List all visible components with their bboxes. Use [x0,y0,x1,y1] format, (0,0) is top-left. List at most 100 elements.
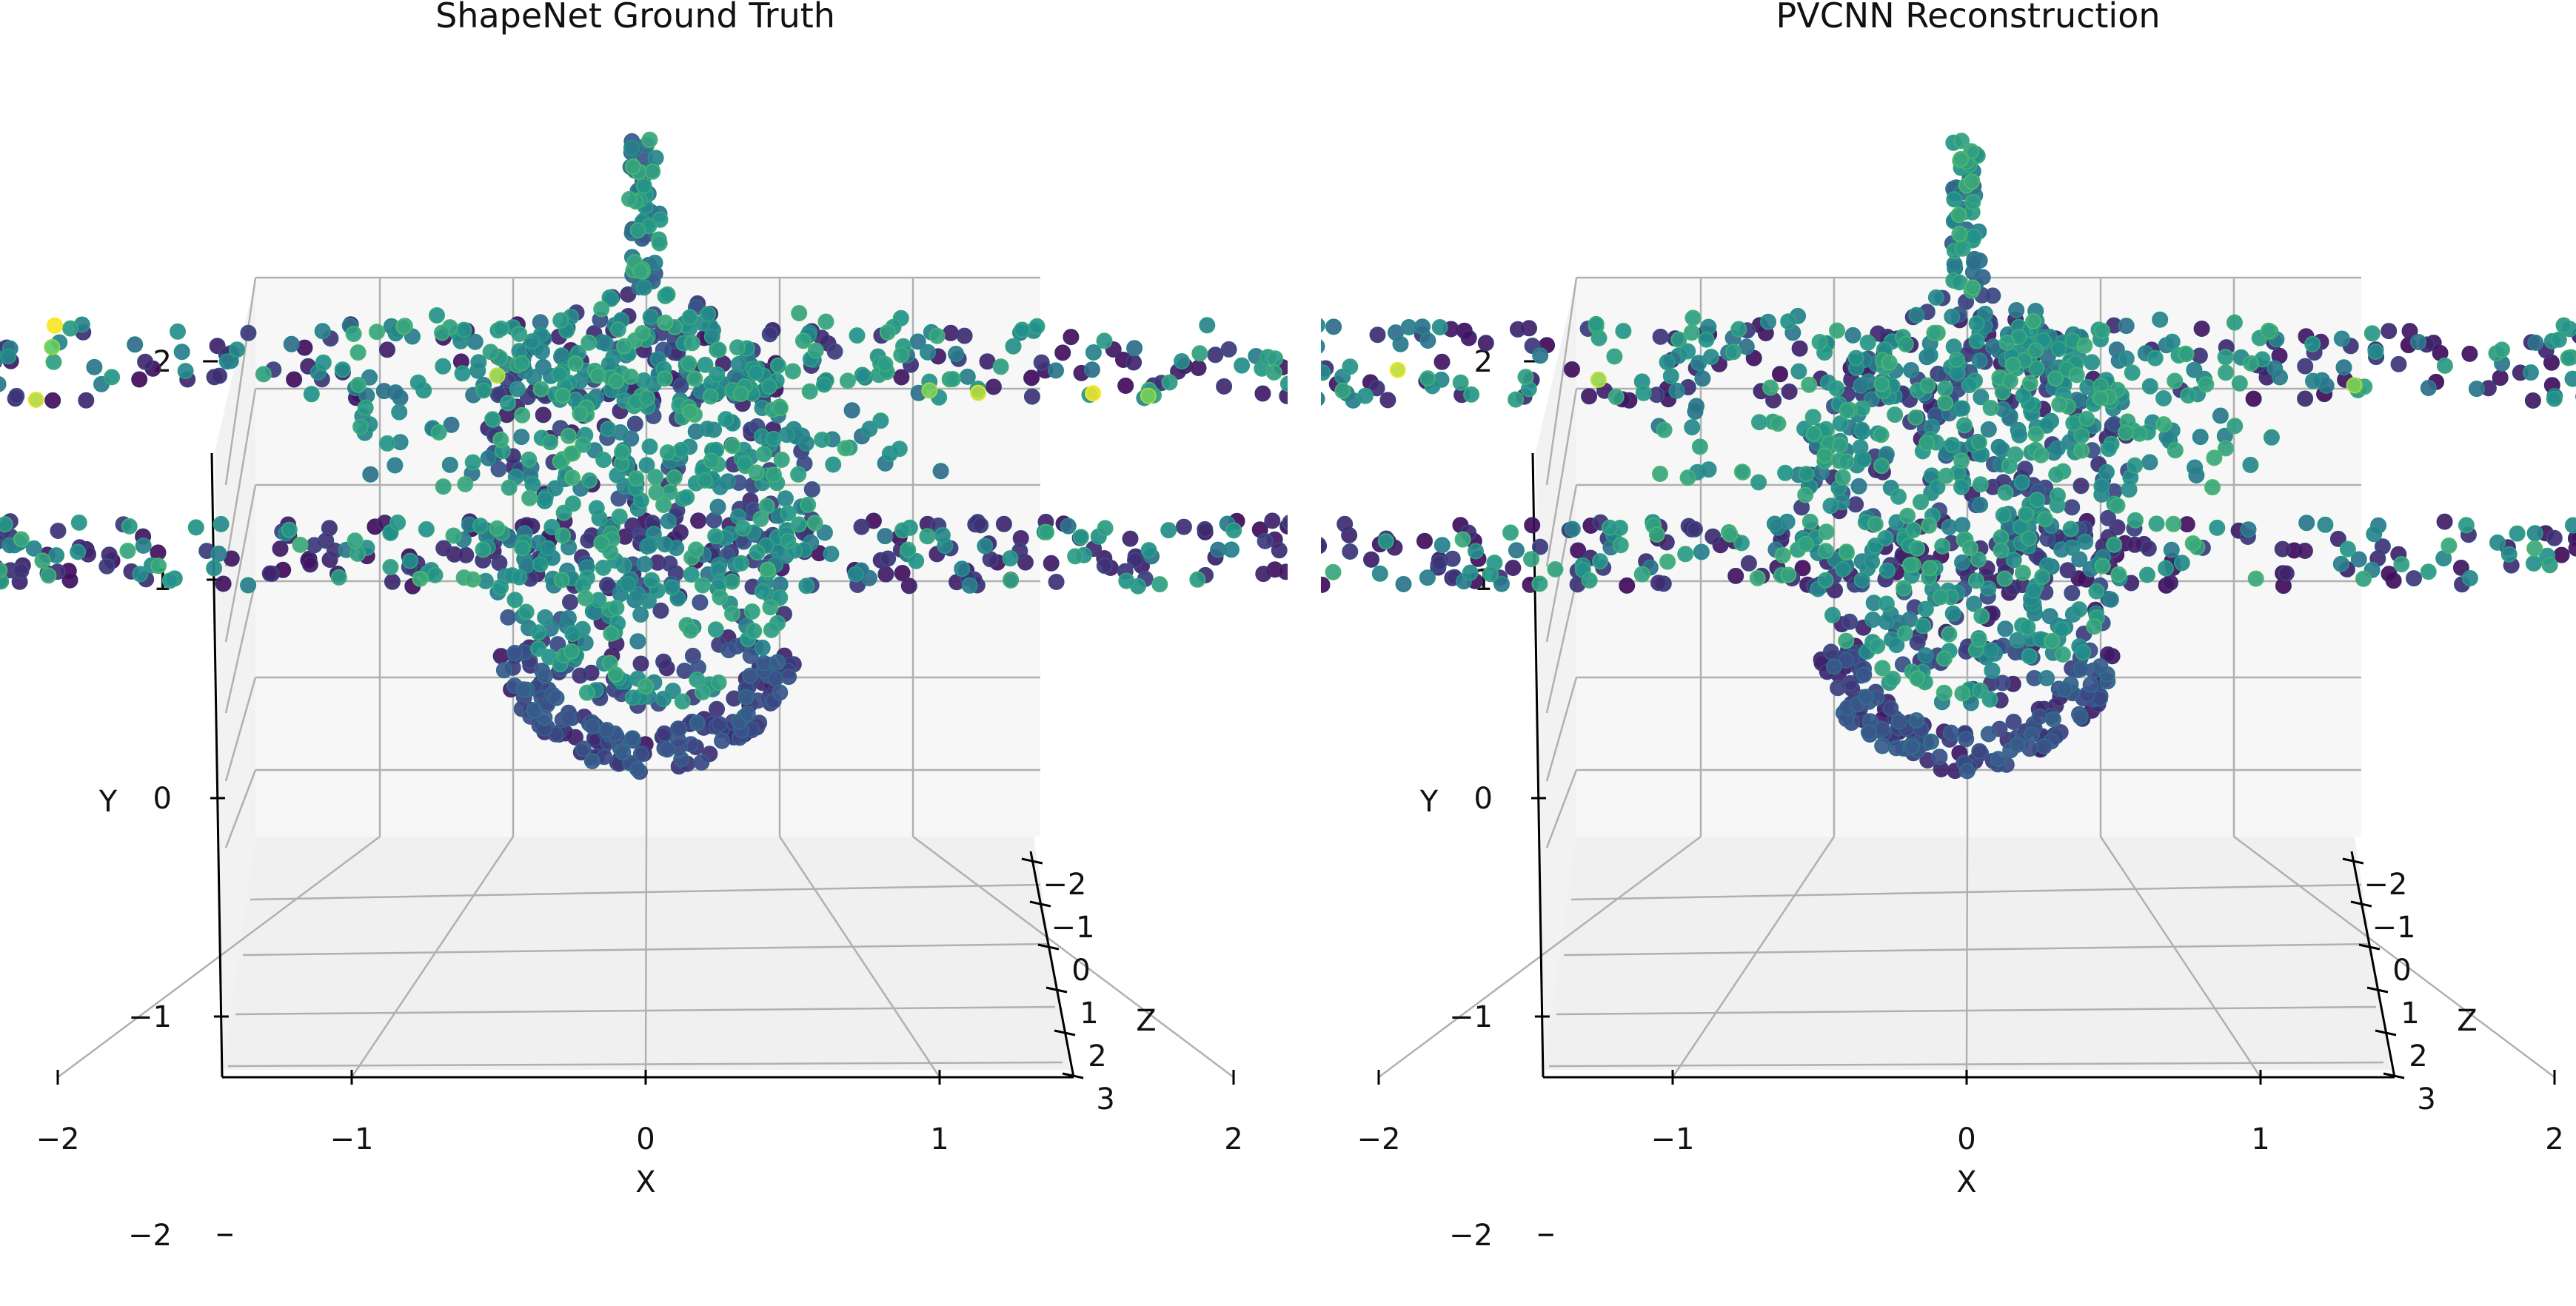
scatter-point [760,378,777,395]
scatter-point [1953,133,1970,150]
scatter-point [672,378,689,395]
scatter-point [717,411,735,428]
scatter-point [2346,377,2363,394]
scatter-point [1760,313,1776,330]
scatter-point [1964,279,1981,296]
scatter-point [680,355,697,372]
scatter-point [2546,529,2563,546]
scatter-point [2260,322,2277,339]
scatter-point [2296,543,2313,559]
scatter-point [1972,682,1989,699]
scatter-point [0,376,7,392]
scatter-point [1462,564,1479,581]
scatter-point [807,342,824,359]
scatter-point [532,556,549,573]
scatter-point [1983,642,1999,659]
scatter-point [361,369,378,386]
scatter-point [2401,323,2418,340]
scatter-point [1321,576,1331,593]
scatter-point [1433,353,1451,370]
scatter-point [401,552,418,569]
scatter-point [2366,526,2383,543]
scatter-point [659,741,676,758]
scatter-point [616,338,633,355]
scatter-point [455,321,472,338]
scatter-point [2021,375,2038,392]
scatter-point [1207,346,1224,364]
scatter-point [2187,459,2204,476]
scatter-point [801,383,818,400]
floor-grid-line [350,836,515,1078]
scatter-point [695,684,711,700]
scatter-point [954,560,971,577]
side-grid-line [224,388,257,567]
scatter-point [1954,554,1971,571]
scatter-point [2073,427,2090,444]
scatter-point [2109,497,2126,514]
scatter-point [514,540,531,557]
scatter-point [2047,370,2064,387]
scatter-point [535,406,552,423]
z-tick-label: −1 [1051,911,1094,945]
scatter-point [515,681,532,698]
scatter-point [435,478,452,495]
scatter-point [2033,446,2050,463]
scatter-point [2461,570,2478,586]
scatter-point [2436,513,2453,530]
scatter-point [647,469,664,486]
scatter-point [484,411,501,428]
scatter-point [534,343,550,360]
scatter-point [2297,390,2314,407]
scatter-point [272,540,289,557]
scatter-point [639,389,656,406]
scatter-point [345,326,362,342]
z-tick-mark [1021,857,1043,865]
scatter-point [2059,562,2076,579]
scatter-point [1606,348,1623,365]
scatter-point [730,355,747,372]
scatter-point [475,382,492,399]
x-tick-label: 2 [2545,1122,2563,1156]
side-grid-line [1545,484,1578,643]
scatter-point [1433,537,1451,554]
scatter-point [1931,749,1948,766]
scatter-point [261,565,278,582]
scatter-point [603,625,620,642]
scatter-point [2305,372,2321,389]
scatter-point [1971,743,1988,760]
floor-depth-line [250,883,1041,901]
scatter-point [1652,328,1669,345]
scatter-point [555,527,572,544]
scatter-point [240,324,257,341]
scatter-point [1996,570,2013,587]
scatter-point [769,654,786,671]
scatter-point [1532,347,1549,364]
scatter-point [754,583,771,600]
x-axis-label: X [1956,1165,1976,1199]
scatter-point [806,515,823,532]
z-tick-label: 0 [1071,954,1090,988]
scatter-point [800,496,817,513]
scatter-point [521,489,538,506]
scatter-point [659,444,676,461]
scatter-point [2297,358,2314,375]
scatter-point [634,325,651,341]
x-axis-label: X [635,1165,655,1199]
scatter-point [985,378,1002,395]
scatter-point [1416,532,1433,549]
scatter-point [1419,370,1436,387]
scatter-point [2064,539,2081,556]
scatter-point [619,576,636,592]
z-tick-label: −2 [2363,868,2407,902]
scatter-point [1688,398,1704,415]
scatter-point [1356,387,1374,404]
scatter-point [1909,540,1926,557]
scatter-point [1805,425,1822,442]
scatter-point [1847,496,1864,513]
scatter-point [1950,207,1967,224]
scatter-point [638,678,654,695]
floor-depth-line [227,1061,1063,1068]
scatter-point [877,566,894,583]
z-axis-label: Z [1136,1004,1156,1038]
scatter-point [2027,426,2044,443]
